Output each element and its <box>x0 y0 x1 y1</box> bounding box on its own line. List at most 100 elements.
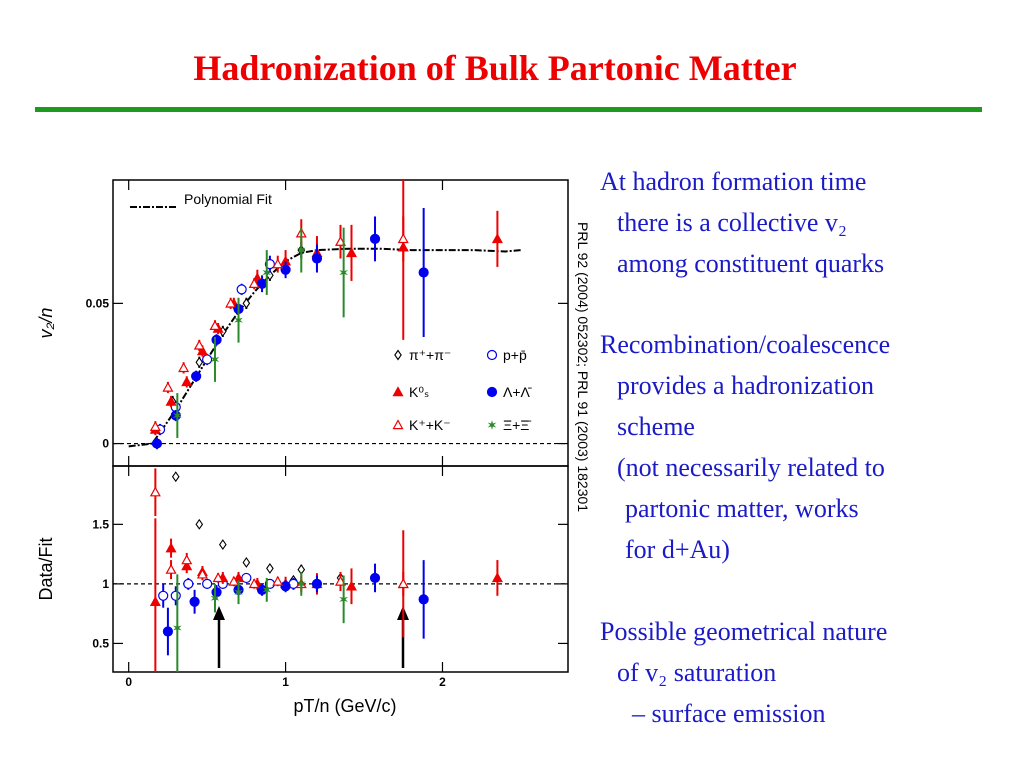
legend-label: K⁰ₛ <box>409 384 429 400</box>
marker <box>369 233 381 244</box>
marker <box>173 410 182 421</box>
x-tick-label: 0 <box>125 675 132 689</box>
marker <box>149 596 161 606</box>
y-tick-label: 0.05 <box>86 296 110 310</box>
marker <box>193 339 205 350</box>
note-line: among constituent quarks <box>617 249 884 278</box>
marker <box>211 334 222 345</box>
legend-label: Ξ+Ξ̄ <box>503 417 531 433</box>
marker <box>210 354 220 365</box>
marker <box>195 518 204 530</box>
marker <box>183 578 194 589</box>
marker <box>209 320 221 331</box>
marker <box>149 421 161 431</box>
legend-label: Λ+Λ̄ <box>503 384 532 400</box>
y-tick-label: 1 <box>102 577 109 591</box>
marker <box>345 247 358 258</box>
marker <box>236 284 247 295</box>
slide-title: Hadronization of Bulk Partonic Matter <box>193 48 796 88</box>
note-line: Possible geometrical nature <box>600 617 887 646</box>
marker <box>195 356 204 368</box>
fit-line <box>128 247 522 448</box>
marker <box>369 572 381 584</box>
note-line: there is a collective v₂ <box>617 208 847 237</box>
marker <box>173 622 182 633</box>
plot-frame-top <box>112 179 569 467</box>
marker <box>241 572 252 584</box>
note-line: for d+Au) <box>625 535 730 564</box>
marker <box>149 486 161 497</box>
marker <box>248 578 260 589</box>
marker <box>397 578 409 589</box>
title-rule <box>35 107 982 112</box>
legend-marker <box>487 420 497 430</box>
marker <box>272 575 284 586</box>
y-tick-label: 0 <box>102 437 109 451</box>
marker <box>212 572 224 583</box>
marker <box>151 438 163 449</box>
plot-area <box>149 468 503 672</box>
marker <box>181 376 193 387</box>
marker <box>262 584 272 595</box>
marker <box>210 593 220 604</box>
marker <box>181 554 193 565</box>
arrows <box>213 606 409 668</box>
marker <box>162 626 174 637</box>
legend-label: π⁺+π⁻ <box>409 347 451 363</box>
marker <box>418 267 429 278</box>
x-tick-label: 2 <box>439 675 446 689</box>
y-tick-label: 1.5 <box>92 517 109 531</box>
marker <box>311 253 323 264</box>
note-line: provides a hadronization <box>617 371 874 400</box>
marker <box>311 578 323 589</box>
legend-label: p+p̄ <box>503 347 527 363</box>
marker <box>491 572 503 583</box>
marker <box>165 395 177 406</box>
legend-marker <box>392 419 404 430</box>
note-line: scheme <box>617 412 695 441</box>
marker <box>178 362 190 373</box>
marker <box>339 267 348 278</box>
plot-area <box>128 180 522 450</box>
marker <box>296 578 306 589</box>
marker <box>189 596 200 607</box>
plot-frame-bottom <box>112 465 569 673</box>
marker <box>219 539 227 551</box>
legend-marker <box>486 386 498 398</box>
y-axis-title: Data/Fit <box>36 537 56 600</box>
marker <box>397 233 409 244</box>
marker <box>418 594 429 605</box>
legend-marker <box>392 386 404 397</box>
legend-label: K⁺+K⁻ <box>409 417 451 433</box>
marker <box>280 264 291 275</box>
note-line: of v₂ saturation <box>617 658 776 687</box>
note-line: At hadron formation time <box>600 167 866 196</box>
note-line: Recombination/coalescence <box>600 330 890 359</box>
marker <box>196 568 208 579</box>
marker <box>202 354 213 365</box>
marker <box>162 381 174 392</box>
note-line: – surface emission <box>631 699 826 728</box>
marker <box>225 297 237 308</box>
marker <box>280 581 291 592</box>
marker <box>165 542 177 553</box>
marker <box>345 580 358 591</box>
citation: PRL 92 (2004) 052302; PRL 91 (2003) 1823… <box>575 222 591 512</box>
marker <box>165 563 177 574</box>
legend-label: Polynomial Fit <box>184 191 272 207</box>
marker <box>491 233 503 244</box>
marker <box>266 562 274 574</box>
marker <box>296 245 306 256</box>
marker <box>234 315 243 326</box>
marker <box>170 590 181 601</box>
marker <box>158 590 169 601</box>
legend-marker <box>486 349 498 361</box>
y-tick-label: 0.5 <box>92 636 109 650</box>
marker <box>191 371 202 382</box>
marker <box>242 297 251 309</box>
marker <box>228 575 240 586</box>
note-line: partonic matter, works <box>625 494 859 523</box>
marker <box>272 258 284 269</box>
